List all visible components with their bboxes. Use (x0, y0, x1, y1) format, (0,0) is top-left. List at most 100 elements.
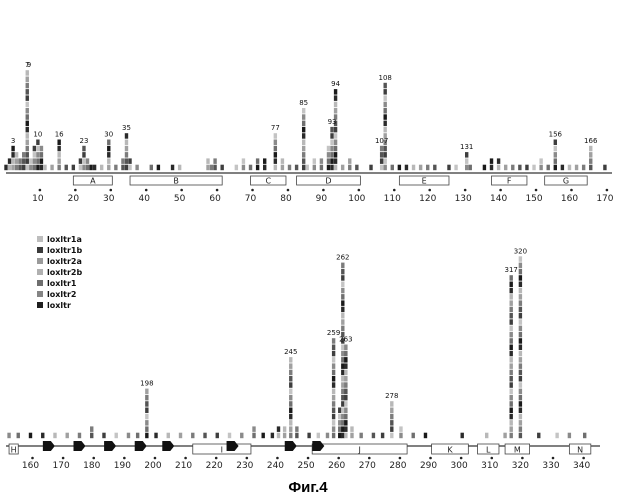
bar-segment (128, 165, 131, 171)
bar-segment (465, 158, 468, 164)
bar-segment (344, 420, 347, 426)
bar-segment (334, 146, 337, 152)
bar-segment (589, 152, 592, 158)
bar-segment (338, 433, 341, 439)
bar-segment (603, 165, 606, 171)
bar-segment (344, 357, 347, 363)
bar-segment (332, 426, 335, 432)
bar (252, 426, 255, 438)
bar-segment (289, 401, 292, 407)
bar (107, 140, 110, 171)
bar-segment (289, 408, 292, 414)
bar-segment (469, 165, 472, 171)
bar-segment (383, 89, 386, 95)
bar (78, 433, 81, 439)
bar-segment (277, 433, 280, 439)
bar-segment (26, 70, 29, 76)
bar (50, 165, 53, 171)
bar-segment (332, 395, 335, 401)
bar-segment (504, 165, 507, 171)
bar-segment (295, 165, 298, 171)
region-label-J: J (357, 446, 360, 455)
bar (317, 433, 320, 439)
x-tick-label: 220 (206, 461, 223, 471)
marker-dot (499, 189, 502, 192)
bar (11, 146, 14, 170)
bar-segment (519, 351, 522, 357)
bar-segment (157, 165, 160, 171)
bar-segment (302, 133, 305, 139)
bar-segment (334, 108, 337, 114)
bar (372, 433, 375, 439)
bar-segment (497, 158, 500, 164)
x-tick-label: 250 (297, 461, 314, 471)
bar-segment (191, 433, 194, 439)
bar-segment (263, 165, 266, 171)
bar-segment (125, 158, 128, 164)
bar (57, 140, 60, 171)
legend-label: loxltr2 (47, 290, 76, 299)
bar-segment (330, 152, 333, 158)
bar-segment (519, 263, 522, 269)
bar-segment (344, 370, 347, 376)
marker-dot (606, 189, 609, 192)
bar-segment (136, 433, 139, 439)
bar-segment (412, 165, 415, 171)
bar-segment (4, 165, 7, 171)
x-tick-label: 170 (53, 461, 70, 471)
x-tick-label: 300 (451, 461, 468, 471)
region-label-F: F (507, 177, 512, 186)
bar-segment (330, 158, 333, 164)
bar-segment (341, 165, 344, 171)
bar (82, 146, 85, 170)
bar-segment (121, 158, 124, 164)
bar-segment (519, 345, 522, 351)
data-label: 3 (11, 137, 15, 145)
data-label: 30 (104, 131, 113, 139)
bar-segment (341, 395, 344, 401)
bar (391, 165, 394, 171)
bar (277, 426, 280, 438)
bar (334, 89, 337, 170)
bar (390, 401, 393, 438)
bar-segment (380, 146, 383, 152)
bar-segment (519, 294, 522, 300)
bar-segment (145, 433, 148, 439)
bar-segment (125, 140, 128, 146)
bar-segment (510, 300, 513, 306)
bar-segment (274, 152, 277, 158)
bar (128, 158, 131, 170)
bar-segment (330, 146, 333, 152)
bar (8, 158, 11, 170)
bar-segment (306, 165, 309, 171)
bar-segment (8, 158, 11, 164)
bar (568, 165, 571, 171)
legend-swatch (37, 291, 43, 297)
marker-dot (74, 189, 77, 192)
bar (461, 433, 464, 439)
bar-segment (383, 114, 386, 120)
bar (281, 158, 284, 170)
marker-dot (521, 457, 524, 460)
bar-segment (216, 433, 219, 439)
bar-segment (302, 127, 305, 132)
bar (348, 158, 351, 170)
legend-label: loxltr (47, 301, 71, 310)
bar (295, 165, 298, 171)
bar (167, 433, 170, 439)
bar (518, 165, 521, 171)
bar-segment (519, 376, 522, 382)
bar (127, 433, 130, 439)
marker-dot (62, 457, 65, 460)
bar-segment (510, 395, 513, 401)
region-label-G: G (563, 177, 569, 186)
bar (29, 158, 32, 170)
bar (100, 165, 103, 171)
bar-segment (107, 152, 110, 158)
marker-dot (322, 189, 325, 192)
bar-segment (145, 426, 148, 432)
bar-segment (348, 165, 351, 171)
bar-segment (125, 152, 128, 158)
bar-segment (575, 165, 578, 171)
bar-segment (405, 165, 408, 171)
